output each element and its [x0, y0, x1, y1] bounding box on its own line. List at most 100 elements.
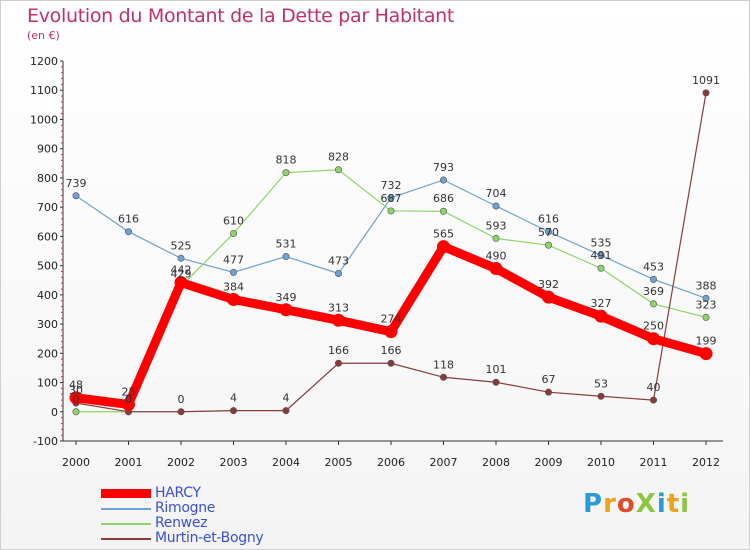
data-point-rimogne	[439, 176, 447, 184]
data-label-renwez: 570	[538, 226, 559, 239]
data-point-renwez	[544, 241, 552, 249]
data-label-rimogne: 739	[66, 177, 87, 190]
data-point-harcy	[69, 391, 83, 405]
data-label-harcy: 442	[171, 264, 192, 277]
data-label-murtin-et-bogny: 4	[230, 392, 237, 405]
data-point-rimogne	[177, 254, 185, 262]
data-label-harcy: 384	[223, 281, 244, 294]
data-point-murtin-et-bogny	[282, 407, 290, 415]
legend-swatch-rimogne	[101, 508, 151, 510]
legend-swatch-renwez	[101, 523, 151, 525]
data-label-rimogne: 531	[276, 238, 297, 251]
data-point-renwez	[439, 207, 447, 215]
data-point-harcy	[279, 303, 293, 317]
data-label-renwez: 610	[223, 214, 244, 227]
data-point-rimogne	[387, 194, 395, 202]
y-tick-label: 300	[37, 318, 58, 331]
data-label-renwez: 323	[696, 298, 717, 311]
data-label-rimogne: 453	[643, 260, 664, 273]
y-tick-label: 600	[37, 230, 58, 243]
data-point-murtin-et-bogny	[597, 392, 605, 400]
data-point-harcy	[647, 332, 660, 346]
x-tick-label: 2000	[62, 456, 90, 469]
data-point-rimogne	[72, 192, 80, 200]
data-label-murtin-et-bogny: 53	[594, 377, 608, 390]
data-label-murtin-et-bogny: 67	[542, 373, 556, 386]
data-label-renwez: 429	[171, 267, 192, 280]
data-label-murtin-et-bogny: 30	[69, 384, 83, 397]
data-point-murtin-et-bogny	[439, 373, 447, 381]
data-point-murtin-et-bogny	[544, 388, 552, 396]
y-tick-label: 500	[37, 260, 58, 273]
data-label-murtin-et-bogny: 1091	[692, 74, 720, 87]
x-tick-label: 2007	[430, 456, 458, 469]
chart-title: Evolution du Montant de la Dette par Hab…	[27, 5, 455, 27]
x-tick-label: 2005	[325, 456, 353, 469]
data-label-rimogne: 477	[223, 253, 244, 266]
legend-label-murtin-et-bogny: Murtin-et-Bogny	[155, 530, 264, 546]
data-label-harcy: 199	[696, 335, 717, 348]
data-point-rimogne	[334, 270, 342, 278]
data-point-harcy	[122, 397, 135, 411]
data-label-rimogne: 704	[486, 187, 507, 200]
data-label-harcy: 48	[69, 379, 83, 392]
y-tick-label: 800	[37, 172, 58, 185]
data-label-harcy: 565	[433, 228, 454, 241]
data-point-harcy	[699, 347, 713, 361]
x-tick-label: 2008	[482, 456, 510, 469]
y-tick-label: 1200	[30, 55, 58, 68]
data-point-murtin-et-bogny	[230, 407, 238, 415]
data-label-murtin-et-bogny: 166	[381, 344, 402, 357]
data-label-rimogne: 535	[591, 236, 612, 249]
data-label-rimogne: 616	[118, 213, 139, 226]
data-point-murtin-et-bogny	[334, 359, 342, 367]
y-tick-label: 200	[37, 347, 58, 360]
data-point-murtin-et-bogny	[649, 396, 657, 404]
data-label-renwez: 369	[643, 285, 664, 298]
data-point-rimogne	[230, 268, 238, 276]
data-point-murtin-et-bogny	[702, 89, 710, 97]
data-label-harcy: 392	[538, 278, 559, 291]
data-label-harcy: 349	[276, 291, 297, 304]
y-tick-label: 900	[37, 143, 58, 156]
data-label-renwez: 491	[591, 249, 612, 262]
data-label-renwez: 828	[328, 151, 349, 164]
data-point-rimogne	[702, 294, 710, 302]
data-point-rimogne	[492, 202, 500, 210]
data-point-harcy	[437, 240, 450, 254]
x-tick-label: 2006	[377, 456, 405, 469]
data-point-renwez	[597, 264, 605, 272]
data-point-renwez	[387, 207, 395, 215]
x-tick-label: 2009	[535, 456, 563, 469]
y-tick-label: 1100	[30, 84, 58, 97]
y-tick-label: 100	[37, 377, 58, 390]
legend-swatch-murtin-et-bogny	[101, 538, 151, 540]
data-point-rimogne	[282, 253, 290, 261]
data-label-renwez: 593	[486, 219, 507, 232]
x-tick-label: 2011	[640, 456, 668, 469]
data-point-harcy	[384, 325, 398, 339]
chart-subtitle: (en €)	[27, 29, 60, 42]
data-point-renwez	[649, 300, 657, 308]
data-label-harcy: 490	[486, 250, 507, 263]
data-label-murtin-et-bogny: 0	[178, 393, 185, 406]
y-tick-label: 700	[37, 201, 58, 214]
data-label-rimogne: 793	[433, 161, 454, 174]
data-label-renwez: 687	[381, 192, 402, 205]
data-label-harcy: 327	[591, 297, 612, 310]
data-point-murtin-et-bogny	[387, 359, 395, 367]
data-label-rimogne: 388	[696, 279, 717, 292]
data-label-renwez: 686	[433, 192, 454, 205]
data-label-murtin-et-bogny: 118	[433, 358, 454, 371]
y-tick-label: 400	[37, 289, 58, 302]
data-point-murtin-et-bogny	[177, 408, 185, 416]
legend-swatch-harcy	[101, 489, 151, 498]
legend-label-renwez: Renwez	[155, 515, 208, 531]
data-point-murtin-et-bogny	[492, 378, 500, 386]
data-point-renwez	[334, 166, 342, 174]
data-label-renwez: 0	[125, 393, 132, 406]
y-tick-label: -100	[33, 435, 58, 448]
data-label-murtin-et-bogny: 0	[125, 393, 132, 406]
data-point-rimogne	[544, 228, 552, 236]
data-label-renwez: 0	[73, 393, 80, 406]
